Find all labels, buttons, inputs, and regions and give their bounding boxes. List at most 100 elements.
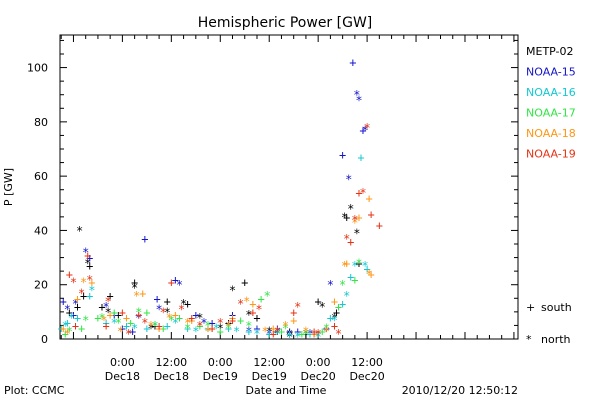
data-point-south: + bbox=[253, 322, 260, 336]
data-point-north: * bbox=[160, 305, 167, 319]
data-point-north: * bbox=[315, 330, 322, 344]
data-point-north: * bbox=[192, 324, 199, 338]
data-point-south: + bbox=[343, 210, 350, 224]
legend-entry: METP-02 bbox=[526, 45, 574, 58]
data-point-north: * bbox=[225, 319, 232, 333]
data-point-north: * bbox=[353, 88, 360, 102]
data-point-south: + bbox=[217, 324, 224, 338]
data-point-south: + bbox=[72, 319, 79, 333]
data-point-north: * bbox=[176, 278, 183, 292]
data-point-north: * bbox=[335, 327, 342, 341]
data-point-south: + bbox=[155, 319, 162, 333]
data-point-north: * bbox=[359, 186, 366, 200]
series-noaa-15: +++++ ++++++++ + + + ++++* ******* * * * * ****** bbox=[60, 56, 369, 341]
data-point-south: + bbox=[192, 308, 199, 322]
data-point-north: * bbox=[200, 316, 207, 330]
data-point-north: * bbox=[353, 227, 360, 241]
data-point-south: + bbox=[229, 314, 236, 328]
data-point-north: * bbox=[213, 322, 220, 336]
data-point-south: + bbox=[310, 327, 317, 341]
data-point-south: + bbox=[310, 327, 317, 341]
data-point-south: + bbox=[127, 316, 134, 330]
data-point-south: + bbox=[153, 292, 160, 306]
data-point-south: + bbox=[270, 322, 277, 336]
legend-entry: NOAA-18 bbox=[526, 127, 576, 140]
legend-entry: NOAA-19 bbox=[526, 148, 576, 161]
data-point-south: + bbox=[188, 311, 195, 325]
data-point-south: + bbox=[237, 314, 244, 328]
data-point-south: + bbox=[115, 308, 122, 322]
data-point-north: * bbox=[253, 327, 260, 341]
data-point-south: + bbox=[141, 232, 148, 246]
data-point-north: * bbox=[262, 324, 269, 338]
data-point-south: + bbox=[323, 322, 330, 336]
data-point-south: + bbox=[339, 297, 346, 311]
data-point-south: + bbox=[172, 273, 179, 287]
data-point-north: * bbox=[331, 311, 338, 325]
data-point-south: + bbox=[302, 327, 309, 341]
data-point-north: * bbox=[102, 300, 109, 314]
data-point-south: + bbox=[60, 322, 67, 336]
data-point-south: + bbox=[123, 311, 130, 325]
chart-title: Hemispheric Power [GW] bbox=[198, 15, 373, 31]
data-point-north: * bbox=[166, 311, 173, 325]
data-point-south: + bbox=[86, 251, 93, 265]
data-point-south: + bbox=[278, 324, 285, 338]
data-point-north: * bbox=[80, 276, 87, 290]
x-tick-date-label: Dec18 bbox=[105, 370, 140, 383]
data-point-south: + bbox=[294, 324, 301, 338]
data-point-north: * bbox=[366, 267, 373, 281]
data-point-south: + bbox=[155, 322, 162, 336]
data-point-south: + bbox=[111, 305, 118, 319]
legend-entry: NOAA-16 bbox=[526, 86, 576, 99]
data-point-north: * bbox=[343, 232, 350, 246]
data-point-north: * bbox=[178, 303, 185, 317]
data-point-north: * bbox=[341, 259, 348, 273]
data-point-south: + bbox=[298, 327, 305, 341]
data-point-north: * bbox=[245, 308, 252, 322]
data-point-north: * bbox=[302, 324, 309, 338]
data-point-south: + bbox=[274, 324, 281, 338]
data-point-south: + bbox=[98, 300, 105, 314]
data-point-south: + bbox=[107, 289, 114, 303]
data-point-south: + bbox=[74, 311, 81, 325]
data-point-north: * bbox=[319, 300, 326, 314]
plot-credit: Plot: CCMC bbox=[4, 384, 65, 397]
data-point-north: * bbox=[72, 297, 79, 311]
data-point-north: * bbox=[62, 319, 69, 333]
data-point-south: + bbox=[343, 257, 350, 271]
data-point-south: + bbox=[143, 322, 150, 336]
data-point-north: * bbox=[155, 303, 162, 317]
data-point-south: + bbox=[172, 308, 179, 322]
data-point-north: * bbox=[339, 278, 346, 292]
data-point-north: * bbox=[135, 311, 142, 325]
data-point-north: * bbox=[204, 319, 211, 333]
data-point-north: * bbox=[196, 319, 203, 333]
data-point-north: * bbox=[135, 305, 142, 319]
data-point-north: * bbox=[105, 295, 112, 309]
data-point-north: * bbox=[196, 311, 203, 325]
data-point-south: + bbox=[60, 295, 67, 309]
data-point-south: + bbox=[331, 319, 338, 333]
data-point-south: + bbox=[253, 311, 260, 325]
x-tick-time-label: 0:00 bbox=[208, 356, 233, 369]
data-point-north: * bbox=[266, 324, 273, 338]
y-tick-label: 100 bbox=[27, 62, 48, 75]
plot-timestamp: 2010/12/20 12:50:12 bbox=[402, 384, 518, 397]
data-point-south: + bbox=[306, 327, 313, 341]
data-points: + +++++++++ ++ ++++ + +++++************ * *****… bbox=[58, 56, 383, 344]
data-point-north: * bbox=[141, 316, 148, 330]
data-point-north: * bbox=[184, 316, 191, 330]
data-point-north: * bbox=[111, 316, 118, 330]
data-point-north: * bbox=[264, 289, 271, 303]
data-point-north: * bbox=[84, 257, 91, 271]
data-point-north: * bbox=[323, 322, 330, 336]
data-point-south: + bbox=[168, 276, 175, 290]
data-point-south: + bbox=[204, 322, 211, 336]
x-tick-time-label: 12:00 bbox=[351, 356, 383, 369]
data-point-south: + bbox=[119, 322, 126, 336]
data-point-north: * bbox=[66, 324, 73, 338]
data-point-south: + bbox=[151, 319, 158, 333]
series-noaa-17: + ++ ++++++ ++++ + +++** * *** ** * * *** * *** bbox=[62, 257, 363, 342]
